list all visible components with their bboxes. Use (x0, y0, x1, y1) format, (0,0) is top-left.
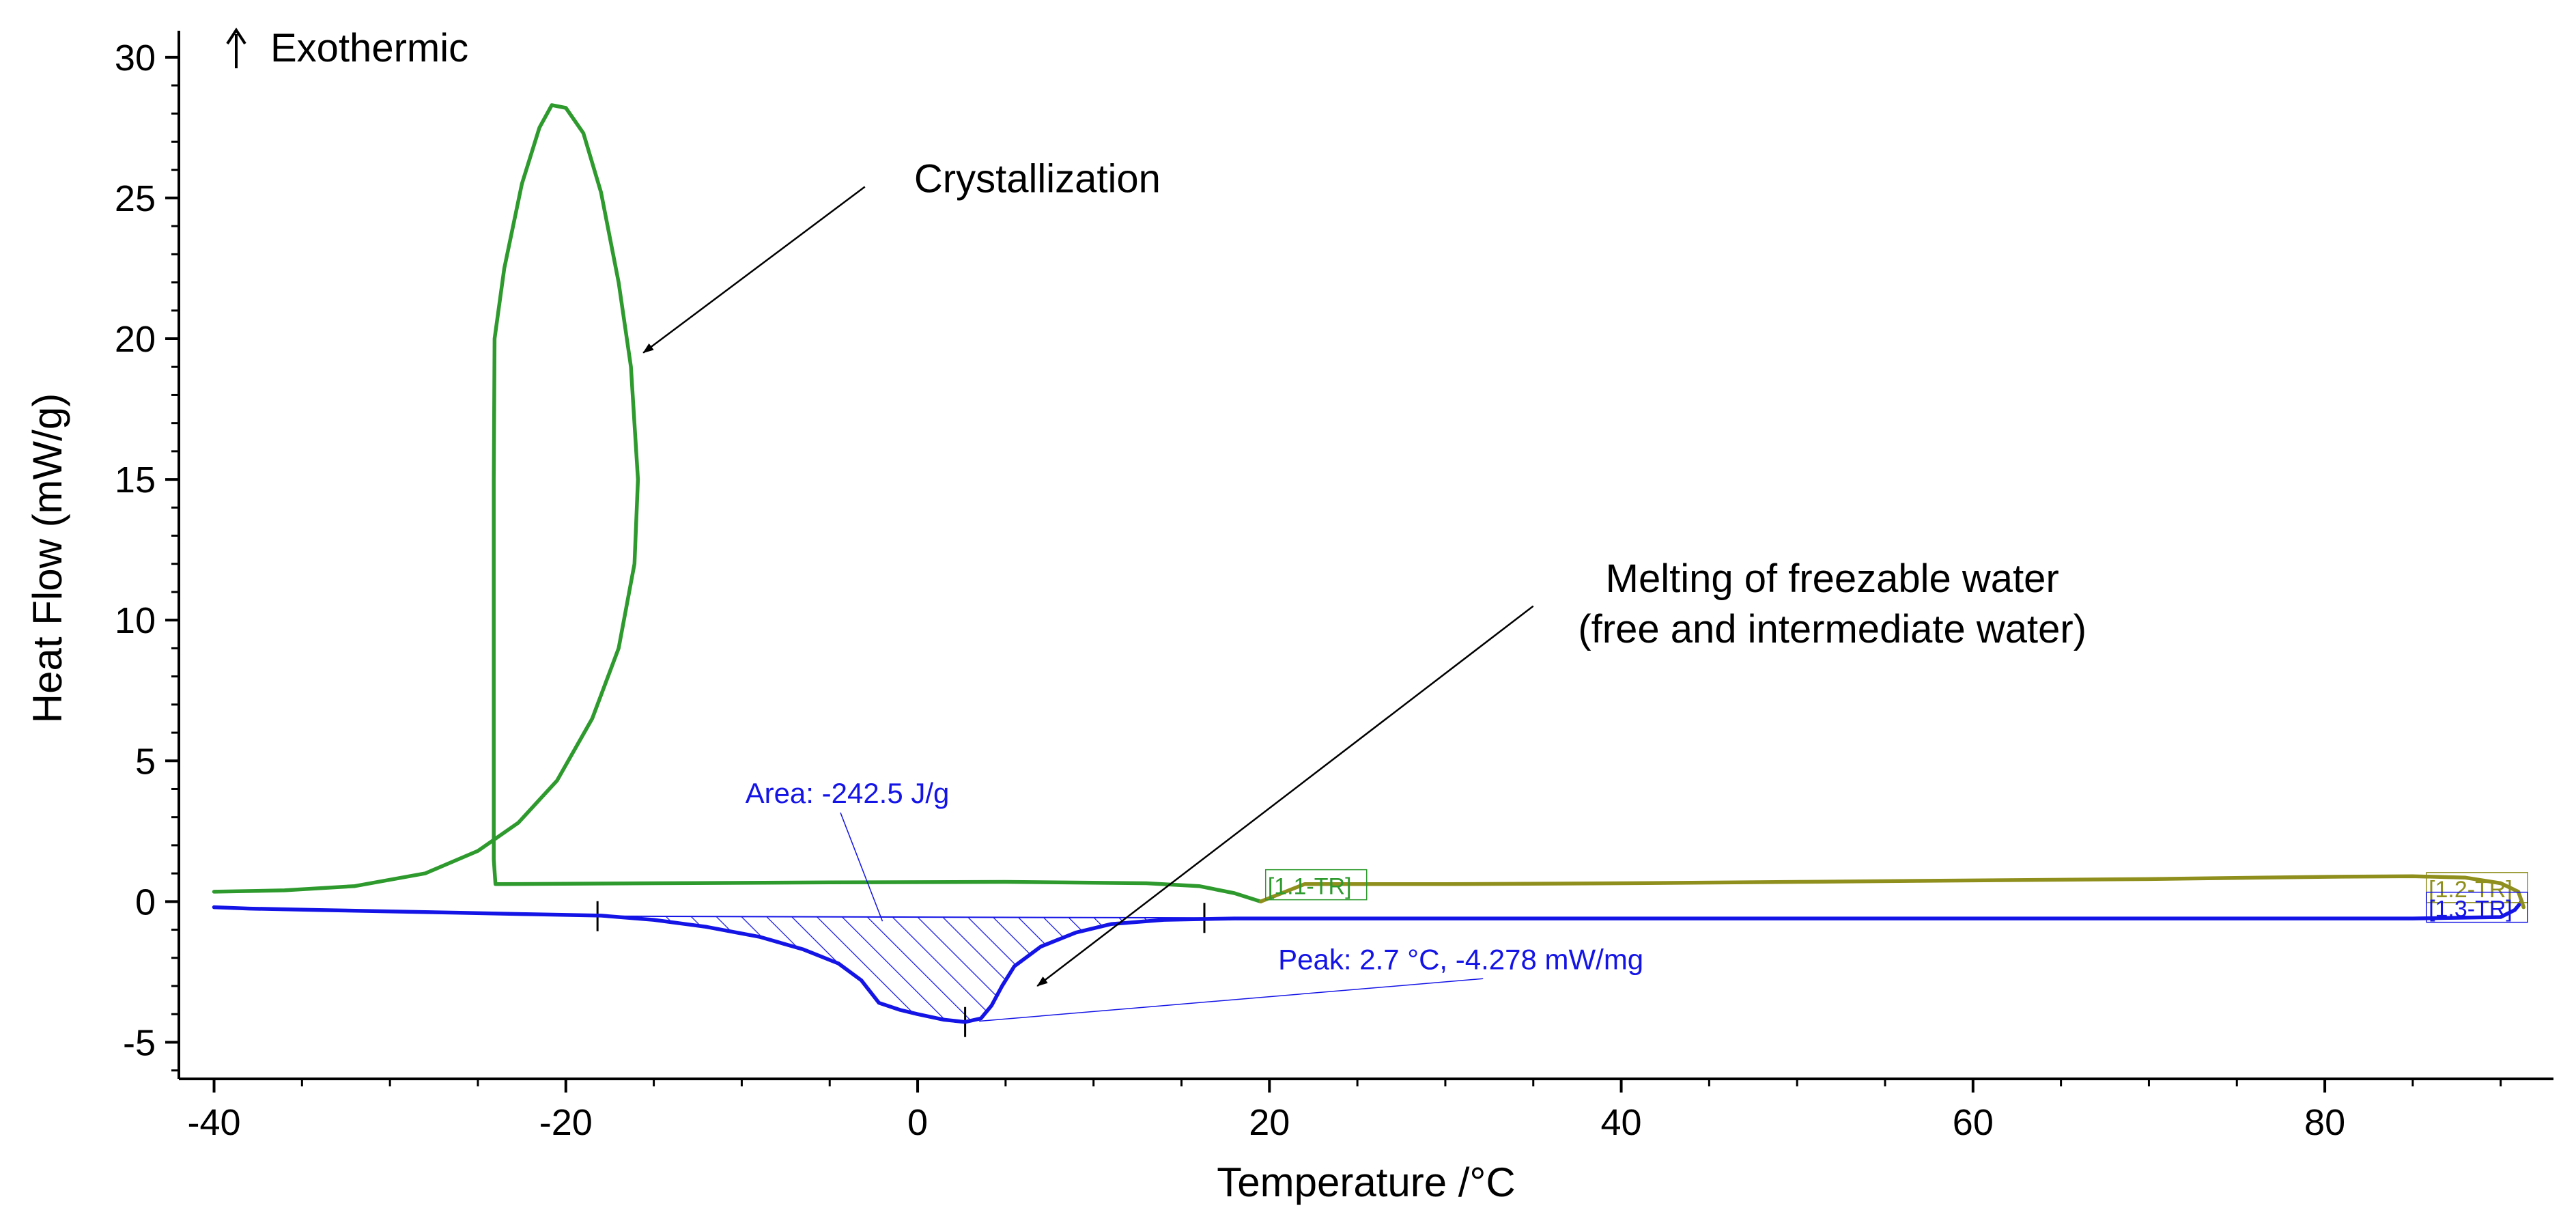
y-tick-label: 10 (115, 600, 156, 641)
y-tick-label: 25 (115, 178, 156, 219)
series-line (212, 899, 2524, 1024)
y-tick-label: -5 (123, 1022, 156, 1063)
annotation-arrow (642, 186, 866, 354)
y-tick-label: 0 (135, 882, 156, 923)
up-arrow-icon (226, 27, 246, 68)
integrated-area-hatch (597, 915, 1204, 1022)
annotation-arrow (1036, 605, 1534, 987)
plot-area: [1.1-TR] [1.2-TR][1.3-TR] (212, 103, 2528, 1037)
x-tick-label: 80 (2304, 1102, 2345, 1143)
integration-baseline (597, 915, 1204, 919)
y-tick-label: 30 (115, 38, 156, 79)
up-arrow-head (226, 27, 246, 45)
x-axis-title: Temperature /°C (1217, 1159, 1516, 1205)
x-tick-label: 60 (1953, 1102, 1994, 1143)
peak-integration (596, 901, 1206, 1037)
annotations: Crystallization Melting of freezable wate… (642, 157, 2086, 987)
y-axis-ticks: -5 0 5 10 15 20 25 30 (115, 38, 179, 1072)
y-axis-title: Heat Flow (mW/g) (25, 393, 70, 723)
peak-leader-line (979, 978, 1484, 1022)
curve-tag-box (1264, 869, 1368, 901)
exothermic-label: Exothermic (270, 26, 468, 70)
x-tick-label: 0 (907, 1102, 928, 1143)
y-tick-label: 15 (115, 460, 156, 501)
y-tick-label: 5 (135, 741, 156, 782)
exothermic-indicator: Exothermic (226, 26, 468, 70)
curve-tag-box (2426, 872, 2528, 903)
curve-tag: [1.3-TR] (2429, 897, 2513, 923)
x-axis-ticks: -40 -20 0 20 40 60 80 (188, 1079, 2502, 1143)
x-tick-label: 40 (1601, 1102, 1642, 1143)
peak-label: Peak: 2.7 °C, -4.278 mW/mg (1278, 943, 1643, 975)
annotation-text: (free and intermediate water) (1578, 607, 2086, 651)
area-label: Area: -242.5 J/g (746, 777, 950, 809)
series-line (212, 103, 1263, 904)
axes: -40 -20 0 20 40 60 80 -5 0 5 10 15 20 25 30 (115, 31, 2553, 1143)
x-tick-label: 20 (1249, 1102, 1290, 1143)
integration-labels: Area: -242.5 J/g Peak: 2.7 °C, -4.278 mW/… (746, 777, 1643, 1022)
annotation-text: Melting of freezable water (1606, 557, 2059, 601)
x-tick-label: -20 (539, 1102, 593, 1143)
x-tick-label: -40 (188, 1102, 241, 1143)
curve-tag-box (2426, 891, 2528, 923)
heat-flow-curves: [1.1-TR] [1.2-TR][1.3-TR] (212, 103, 2528, 1024)
annotation-text: Crystallization (914, 157, 1161, 201)
curve-tag: [1.2-TR] (2429, 877, 2513, 903)
curve-tag: [1.1-TR] (1268, 874, 1352, 900)
y-tick-label: 20 (115, 319, 156, 360)
area-leader-line (840, 812, 883, 922)
series-line (1258, 874, 2524, 904)
